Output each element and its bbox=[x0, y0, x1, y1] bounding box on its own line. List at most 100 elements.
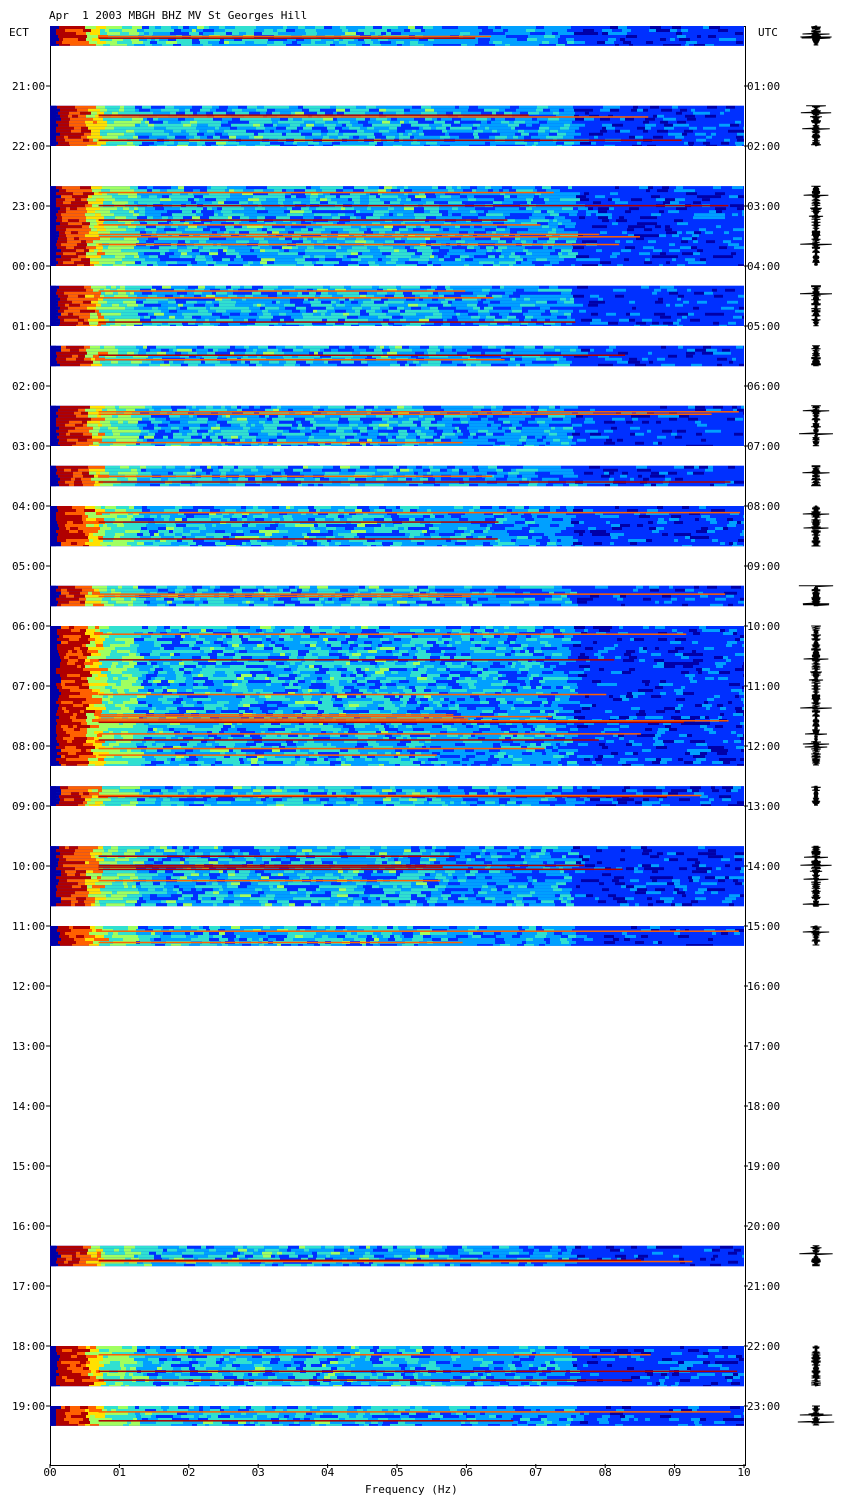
spectrogram-cell bbox=[703, 141, 710, 145]
spectrogram-cell bbox=[61, 213, 68, 217]
spectrogram-cell bbox=[294, 189, 305, 193]
spectrogram-cell bbox=[639, 186, 648, 190]
spectrogram-cell bbox=[542, 38, 549, 41]
spectrogram-cell bbox=[681, 29, 688, 32]
spectrogram-cell bbox=[363, 246, 367, 250]
spectrogram-cell bbox=[272, 32, 278, 35]
spectrogram-cell bbox=[85, 120, 89, 124]
spectrogram-cell bbox=[708, 35, 716, 38]
spectrogram-cell bbox=[204, 132, 210, 136]
spectrogram-cell bbox=[144, 237, 148, 241]
spectrogram-cell bbox=[327, 261, 334, 265]
spectrogram-cell bbox=[199, 258, 206, 262]
spectrogram-cell bbox=[384, 213, 389, 217]
spectrogram-cell bbox=[266, 198, 270, 202]
spectrogram-cell bbox=[227, 261, 234, 265]
spectrogram-cell bbox=[558, 285, 569, 289]
spectrogram-cell bbox=[449, 249, 455, 253]
spectrogram-cell bbox=[374, 294, 380, 298]
spectrogram-cell bbox=[560, 234, 570, 238]
spectrogram-cell bbox=[287, 201, 293, 205]
spectrogram-cell bbox=[681, 228, 687, 232]
spectrogram-cell bbox=[659, 32, 668, 35]
spectrogram-cell bbox=[121, 249, 130, 253]
spectrogram-cell bbox=[421, 222, 430, 226]
spectrogram-cell bbox=[490, 144, 496, 146]
spectrogram-cell bbox=[442, 26, 453, 29]
spectrogram-cell bbox=[336, 252, 341, 256]
spectrogram-cell bbox=[508, 123, 519, 127]
spectrogram-cell bbox=[586, 195, 595, 199]
spectrogram-cell bbox=[650, 252, 656, 256]
spectrogram-cell bbox=[644, 264, 648, 266]
spectrogram-cell bbox=[492, 258, 502, 262]
spectrogram-cell bbox=[228, 120, 234, 124]
spectrogram-cell bbox=[718, 234, 729, 238]
spectrogram-cell bbox=[67, 237, 74, 241]
spectrogram-cell bbox=[412, 38, 419, 41]
spectrogram-cell bbox=[118, 240, 125, 244]
spectrogram-cell bbox=[60, 144, 70, 146]
spectrogram-cell bbox=[77, 120, 85, 124]
spectrogram-cell bbox=[544, 123, 553, 127]
spectrogram-cell bbox=[247, 123, 253, 127]
spectrogram-cell bbox=[77, 207, 82, 211]
spectrogram-cell bbox=[69, 111, 80, 115]
spectrogram-cell bbox=[167, 189, 171, 193]
spectrogram-cell bbox=[61, 117, 70, 121]
spectrogram-cell bbox=[81, 135, 87, 139]
spectrogram-cell bbox=[559, 108, 564, 112]
spectrogram-cell bbox=[701, 231, 705, 235]
spectrogram-cell bbox=[363, 123, 372, 127]
spectrogram-cell bbox=[81, 126, 88, 130]
spectrogram-cell bbox=[250, 26, 256, 29]
spectrogram-cell bbox=[676, 207, 687, 211]
spectrogram-cell bbox=[230, 195, 240, 199]
spectrogram-cell bbox=[159, 120, 163, 124]
spectrogram-cell bbox=[422, 252, 432, 256]
spectrogram-cell bbox=[205, 198, 216, 202]
spectrogram-cell bbox=[59, 126, 68, 130]
spectrogram-cell bbox=[571, 132, 581, 136]
spectrogram-cell bbox=[168, 234, 172, 238]
spectrogram-cell bbox=[508, 29, 519, 32]
spectrogram-cell bbox=[325, 255, 336, 259]
spectrogram-cell bbox=[114, 126, 121, 130]
spectrogram-cell bbox=[498, 246, 507, 250]
spectrogram-cell bbox=[673, 123, 684, 127]
spectrogram-cell bbox=[591, 231, 600, 235]
spectrogram-cell bbox=[280, 264, 291, 266]
spectrogram-cell bbox=[468, 108, 474, 112]
spectrogram-cell bbox=[459, 210, 470, 214]
spectrogram-cell bbox=[663, 135, 669, 139]
spectrogram-cell bbox=[547, 249, 555, 253]
spectrogram-cell bbox=[314, 297, 318, 301]
spectrogram-cell bbox=[519, 198, 526, 202]
spectrogram-cell bbox=[611, 246, 615, 250]
spectrogram-cell bbox=[515, 144, 525, 146]
spectrogram-cell bbox=[97, 228, 106, 232]
spectrogram-cell bbox=[491, 120, 501, 124]
spectrogram-cell bbox=[198, 246, 203, 250]
spectrogram-cell bbox=[378, 252, 382, 256]
spectrogram-cell bbox=[705, 246, 710, 250]
spectrogram-cell bbox=[273, 29, 277, 32]
spectrogram-cell bbox=[84, 132, 91, 136]
spectrogram-cell bbox=[403, 213, 414, 217]
spectrogram-cell bbox=[658, 219, 669, 223]
spectrogram-cell bbox=[589, 132, 597, 136]
spectrogram-cell bbox=[480, 144, 490, 146]
spectrogram-cell bbox=[92, 38, 100, 41]
spectrogram-cell bbox=[154, 240, 163, 244]
spectrogram-cell bbox=[459, 246, 467, 250]
spectrogram-cell bbox=[578, 252, 585, 256]
spectrogram-cell bbox=[580, 288, 584, 292]
spectrogram-cell bbox=[428, 261, 432, 265]
spectrogram-cell bbox=[280, 129, 291, 133]
spectrogram-cell bbox=[505, 237, 515, 241]
spectrogram-cell bbox=[408, 126, 419, 130]
spectrogram-cell bbox=[456, 264, 464, 266]
spectrogram-cell bbox=[356, 222, 360, 226]
spectrogram-cell bbox=[529, 294, 537, 298]
spectrogram-cell bbox=[743, 285, 744, 289]
